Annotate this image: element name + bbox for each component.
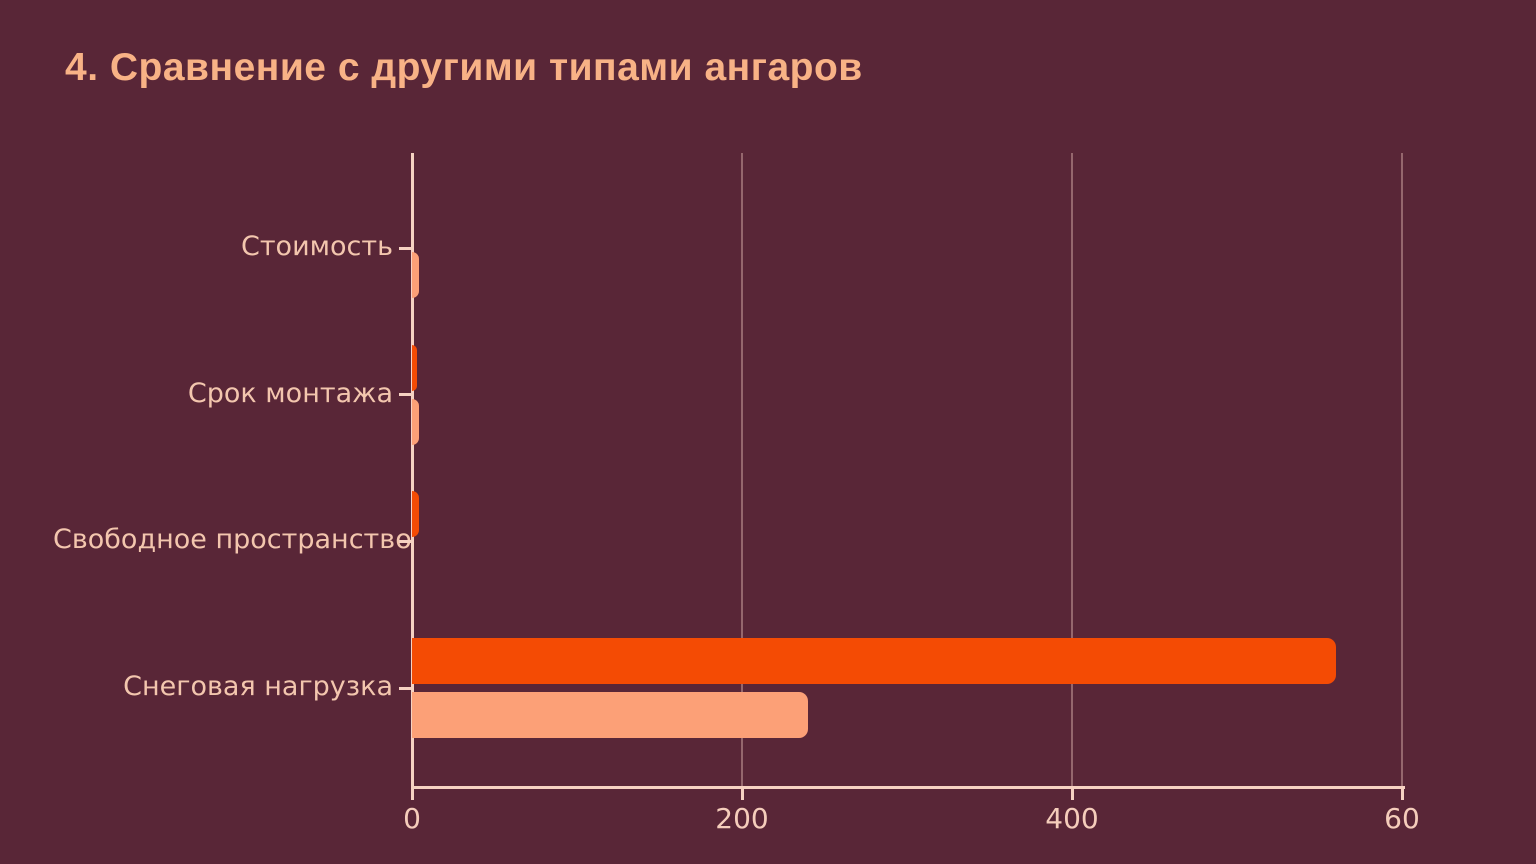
bar-salmon-1 xyxy=(412,398,419,445)
x-tick-label: 60 xyxy=(1384,802,1420,835)
y-tick xyxy=(399,393,412,397)
x-tick xyxy=(740,789,744,800)
gridline xyxy=(1401,153,1403,786)
bar-orange-3 xyxy=(412,638,1336,685)
x-tick xyxy=(1400,789,1404,800)
gridline xyxy=(741,153,743,786)
y-tick xyxy=(399,246,412,250)
category-label: Снеговая нагрузка xyxy=(123,671,393,703)
x-tick xyxy=(1070,789,1074,800)
category-label: Свободное пространство xyxy=(53,524,412,556)
chart-title: 4. Сравнение с другими типами ангаров xyxy=(65,46,863,89)
bar-salmon-3 xyxy=(412,692,808,739)
bar-orange-1 xyxy=(412,344,417,391)
gridline xyxy=(1071,153,1073,786)
y-tick xyxy=(399,686,412,690)
x-tick-label: 200 xyxy=(715,802,769,835)
x-tick-label: 400 xyxy=(1045,802,1099,835)
bar-salmon-0 xyxy=(412,252,419,298)
x-axis-line xyxy=(411,786,1405,789)
y-axis-line xyxy=(411,153,414,789)
x-tick xyxy=(410,789,414,800)
x-tick-label: 0 xyxy=(403,802,421,835)
bar-orange-2 xyxy=(412,491,419,538)
category-label: Срок монтажа xyxy=(187,377,393,409)
category-label: Стоимость xyxy=(240,231,393,262)
y-tick xyxy=(399,539,412,543)
